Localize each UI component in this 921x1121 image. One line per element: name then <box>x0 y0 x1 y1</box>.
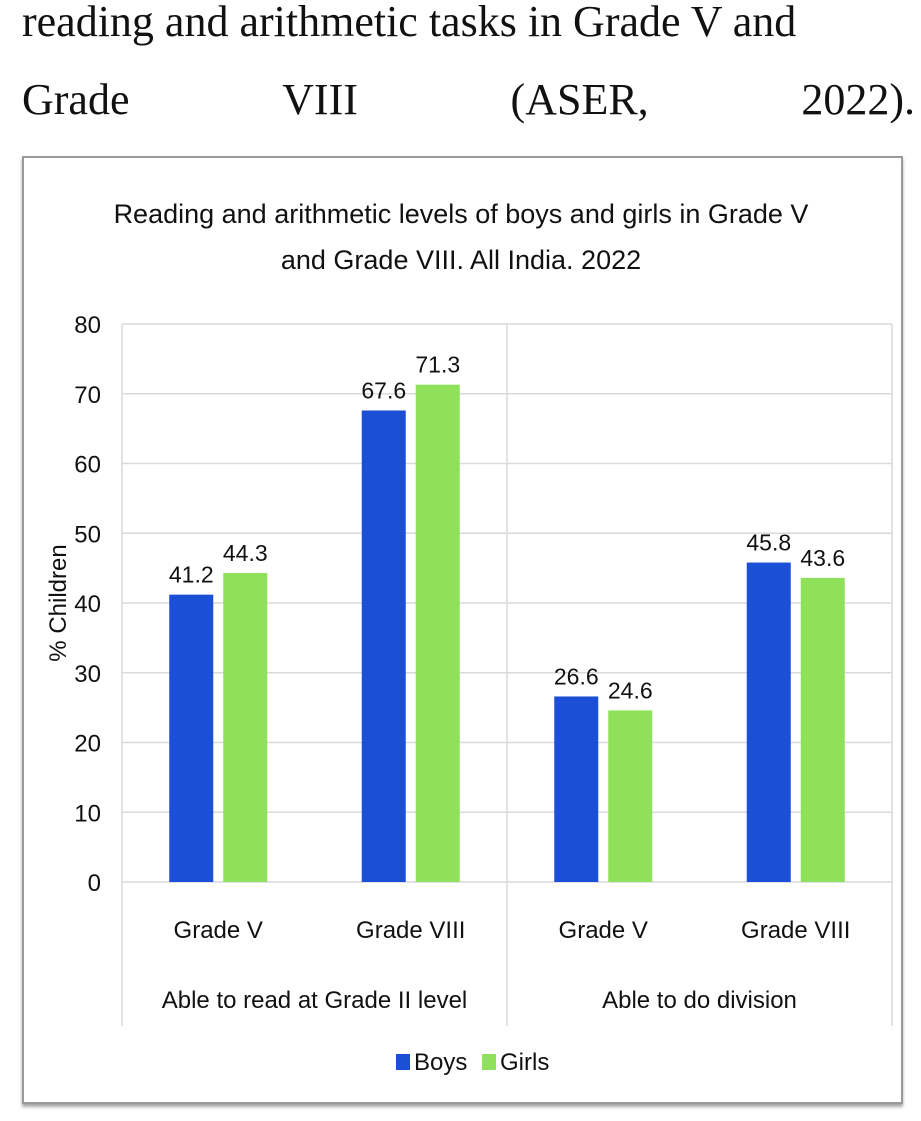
y-tick-label: 50 <box>74 521 101 548</box>
bar-girls <box>800 577 845 882</box>
data-label: 24.6 <box>608 677 653 703</box>
data-label: 44.3 <box>223 540 268 566</box>
bar-boys <box>169 594 214 882</box>
legend-swatch-girls <box>482 1054 496 1070</box>
bar-boys <box>361 410 406 882</box>
chart-title: and Grade VIII. All India. 2022 <box>281 245 641 275</box>
bar-girls <box>223 573 268 882</box>
data-label: 26.6 <box>554 663 599 689</box>
legend-swatch-boys <box>396 1054 410 1070</box>
data-label: 71.3 <box>415 352 460 378</box>
group-label: Able to read at Grade II level <box>162 987 468 1014</box>
word: (ASER, <box>510 75 649 124</box>
bar-boys <box>554 696 599 882</box>
y-axis-label: % Children <box>45 544 72 661</box>
legend-label-boys: Boys <box>414 1049 467 1076</box>
body-text-line-2: Grade VIII (ASER, 2022). <box>22 78 915 122</box>
body-text-line-1: reading and arithmetic tasks in Grade V … <box>22 0 797 46</box>
y-tick-label: 70 <box>74 382 101 409</box>
y-tick-label: 10 <box>74 800 101 827</box>
x-tick-label: Grade V <box>559 917 648 944</box>
chart-frame: Reading and arithmetic levels of boys an… <box>22 156 903 1104</box>
x-tick-label: Grade VIII <box>356 917 465 944</box>
word: 2022). <box>801 75 915 124</box>
bar-girls <box>415 384 460 882</box>
y-tick-label: 20 <box>74 731 101 758</box>
x-tick-label: Grade V <box>174 917 263 944</box>
y-tick-label: 0 <box>88 870 101 897</box>
bar-girls <box>608 710 653 882</box>
word: VIII <box>282 75 358 124</box>
data-label: 45.8 <box>746 530 791 556</box>
legend-label-girls: Girls <box>500 1049 549 1076</box>
chart-title: Reading and arithmetic levels of boys an… <box>114 199 809 229</box>
data-label: 67.6 <box>361 377 406 403</box>
data-label: 43.6 <box>800 545 845 571</box>
bar-boys <box>746 562 791 882</box>
y-tick-label: 40 <box>74 591 101 618</box>
y-tick-label: 80 <box>74 312 101 339</box>
word: Grade <box>22 75 130 124</box>
bar-chart: Reading and arithmetic levels of boys an… <box>45 199 893 1076</box>
y-tick-label: 60 <box>74 452 101 479</box>
data-label: 41.2 <box>169 562 214 588</box>
y-tick-label: 30 <box>74 661 101 688</box>
group-label: Able to do division <box>602 987 797 1014</box>
x-tick-label: Grade VIII <box>741 917 850 944</box>
